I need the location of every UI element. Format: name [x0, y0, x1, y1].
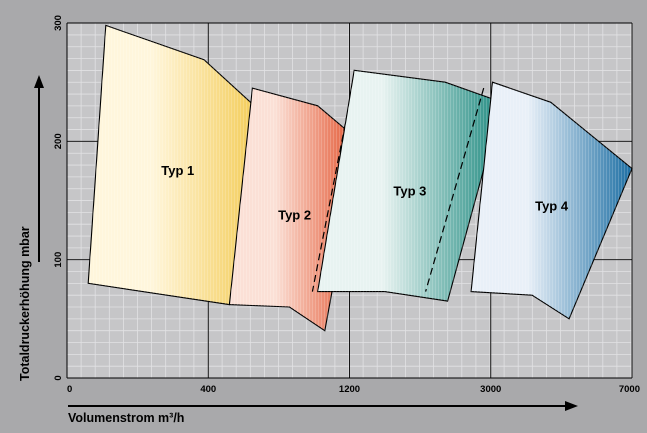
x-tick-label: 400: [200, 384, 216, 395]
region-labels: Typ 1 Typ 2 Typ 3 Typ 4: [161, 163, 569, 222]
x-tick-label: 0: [67, 384, 72, 395]
x-tick-label: 7000: [619, 384, 640, 395]
region-hatch-typ-4: [471, 82, 632, 319]
y-tick-label: 100: [53, 252, 64, 268]
region-label-typ-3: Typ 3: [393, 184, 426, 199]
region-hatch-typ-3: [317, 70, 503, 302]
x-axis-arrow: [68, 401, 578, 411]
x-tick-label: 3000: [480, 384, 501, 395]
region-label-typ-1: Typ 1: [161, 163, 194, 178]
y-axis-label: Totaldruckerhöhung mbar: [18, 226, 32, 381]
y-tick-label: 300: [53, 15, 64, 31]
region-hatch-typ-1: [88, 25, 268, 305]
x-tick-label: 1200: [339, 384, 360, 395]
region-label-typ-4: Typ 4: [535, 199, 569, 214]
y-axis-arrow: [34, 75, 44, 262]
y-tick-label: 200: [53, 133, 64, 149]
axes: [66, 23, 632, 379]
y-tick-label: 0: [53, 375, 64, 380]
type-regions: [87, 24, 633, 332]
x-axis-label: Volumenstrom m³/h: [68, 411, 184, 425]
dashed-boundary-typ-3: [425, 87, 485, 292]
region-label-typ-2: Typ 2: [278, 207, 311, 222]
dashed-boundary-typ-2: [311, 102, 351, 292]
y-tick-labels: 0 100 200 300: [53, 15, 64, 381]
x-tick-labels: 0 400 1200 3000 7000: [67, 384, 640, 395]
